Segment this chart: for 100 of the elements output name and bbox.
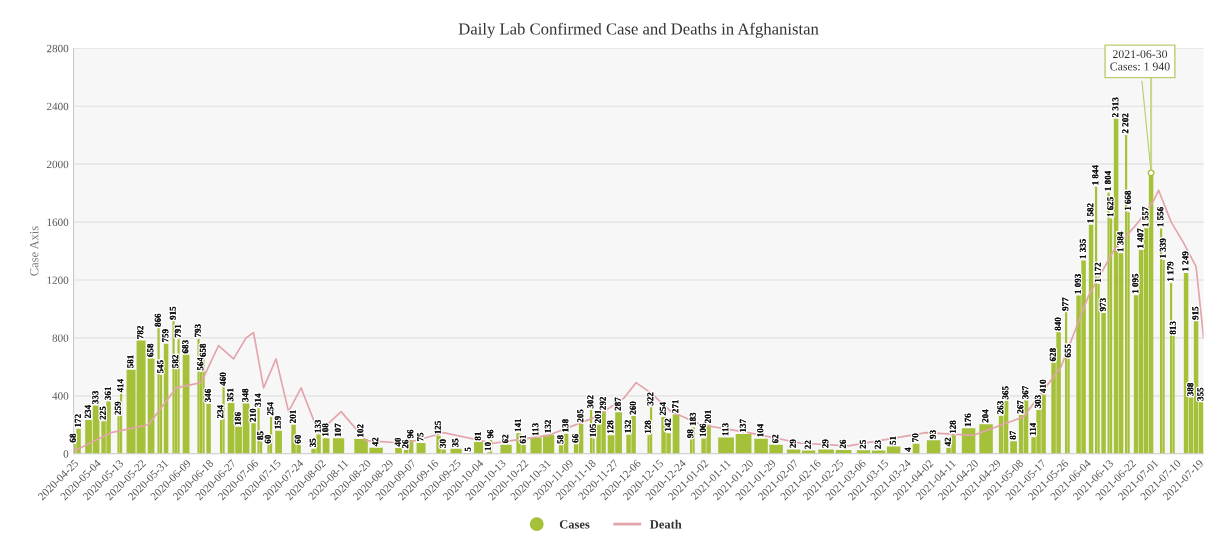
data-label: 793 [194,324,201,338]
data-label: 104 [757,423,764,437]
data-label: 172 [74,414,81,427]
data-label: 10 [484,442,491,451]
data-label: 96 [487,429,494,439]
annotation: 2021-06-30 Cases: 1 940 [1110,50,1170,71]
data-label: 545 [157,360,164,374]
data-label: 60 [294,435,301,444]
data-label: 582 [172,354,179,368]
data-label: 1 335 [1079,239,1086,259]
data-label: 98 [687,429,694,438]
data-label: 81 [474,432,481,441]
data-label: 35 [309,438,316,447]
data-label: 1 668 [1124,190,1131,211]
data-label: 5 [464,447,471,452]
data-label: 113 [722,423,729,436]
data-label: 66 [572,434,579,443]
y-tick-label: 1600 [47,218,69,227]
data-label: 128 [644,420,651,434]
data-label: 87 [1009,430,1016,440]
data-label: 138 [562,419,569,432]
data-label: 128 [607,420,614,434]
data-label: 75 [417,432,424,441]
data-label: 62 [772,434,779,444]
data-label: 410 [1039,379,1046,393]
data-label: 346 [204,389,211,402]
data-label: 1 625 [1107,197,1114,217]
data-label: 51 [889,436,896,445]
data-label: 234 [217,405,224,419]
data-label: 302 [587,395,594,409]
y-tick-label: 2000 [46,160,69,169]
data-label: 93 [929,430,936,439]
data-label: 58 [557,435,564,444]
data-label: 201 [594,410,601,423]
data-label: 292 [599,396,606,410]
data-label: 977 [1062,297,1069,311]
data-label: 365 [1002,386,1009,400]
data-label: 62 [502,434,509,444]
data-label: 102 [357,424,364,437]
data-label: 42 [944,437,951,447]
data-label: 1 582 [1087,203,1094,223]
data-label: 367 [1022,385,1029,399]
data-label: 183 [689,412,696,426]
data-label: 107 [334,423,341,437]
data-label: 564 [197,357,204,371]
data-label: 915 [169,306,176,320]
data-label: 1 557 [1142,206,1149,227]
data-label: 68 [69,433,76,443]
data-label: 658 [199,343,206,357]
data-label: 683 [182,340,189,354]
data-label: 1 384 [1117,231,1124,252]
data-label: 658 [147,343,154,357]
data-label: 259 [114,401,121,415]
data-label: 2 313 [1112,97,1119,118]
data-label: 361 [104,387,111,400]
data-label: 30 [439,439,446,448]
data-label: 40 [394,437,401,447]
chart-title: Daily Lab Confirmed Case and Deaths in Afghanistan [458,22,819,39]
data-label: 348 [242,388,249,402]
data-label: 303 [1034,395,1041,409]
y-tick-label: 2800 [46,44,69,53]
legend-label: Death [650,519,682,529]
data-label: 26 [839,439,846,449]
data-label: 388 [1187,382,1194,396]
data-label: 1 804 [1104,171,1111,191]
data-label: 314 [254,393,261,407]
data-label: 29 [822,439,829,448]
data-label: 125 [434,421,441,434]
data-label: 96 [407,429,414,439]
data-label: 840 [1054,317,1061,331]
data-label: 1 179 [1167,261,1174,281]
data-label: 1 172 [1094,262,1101,282]
data-label: 782 [137,325,144,339]
y-tick-label: 1200 [47,276,69,284]
data-label: 133 [314,419,321,433]
data-label: 414 [117,379,124,393]
data-label: 205 [577,409,584,423]
data-label: 42 [372,437,379,447]
data-label: 1 556 [1157,207,1164,227]
data-label: 105 [589,423,596,437]
data-label: 1 093 [1074,274,1081,294]
data-label: 2 202 [1122,113,1129,134]
data-label: 108 [322,423,329,437]
data-label: 113 [532,423,539,436]
data-label: 29 [789,439,796,448]
data-label: 176 [964,413,971,427]
data-label: 915 [1192,306,1199,320]
y-tick-label: 2400 [46,102,69,111]
data-label: 186 [234,412,241,425]
data-label: 655 [1064,344,1071,358]
data-label: 23 [874,440,881,449]
data-label: 61 [519,434,526,444]
data-label: 142 [664,418,671,432]
data-label: 132 [624,420,631,433]
data-label: 254 [659,402,666,416]
data-label: 581 [127,355,134,368]
data-label: 260 [629,401,636,415]
data-label: 60 [264,435,271,444]
data-label: 201 [704,410,711,423]
y-tick-label: 0 [63,450,69,458]
